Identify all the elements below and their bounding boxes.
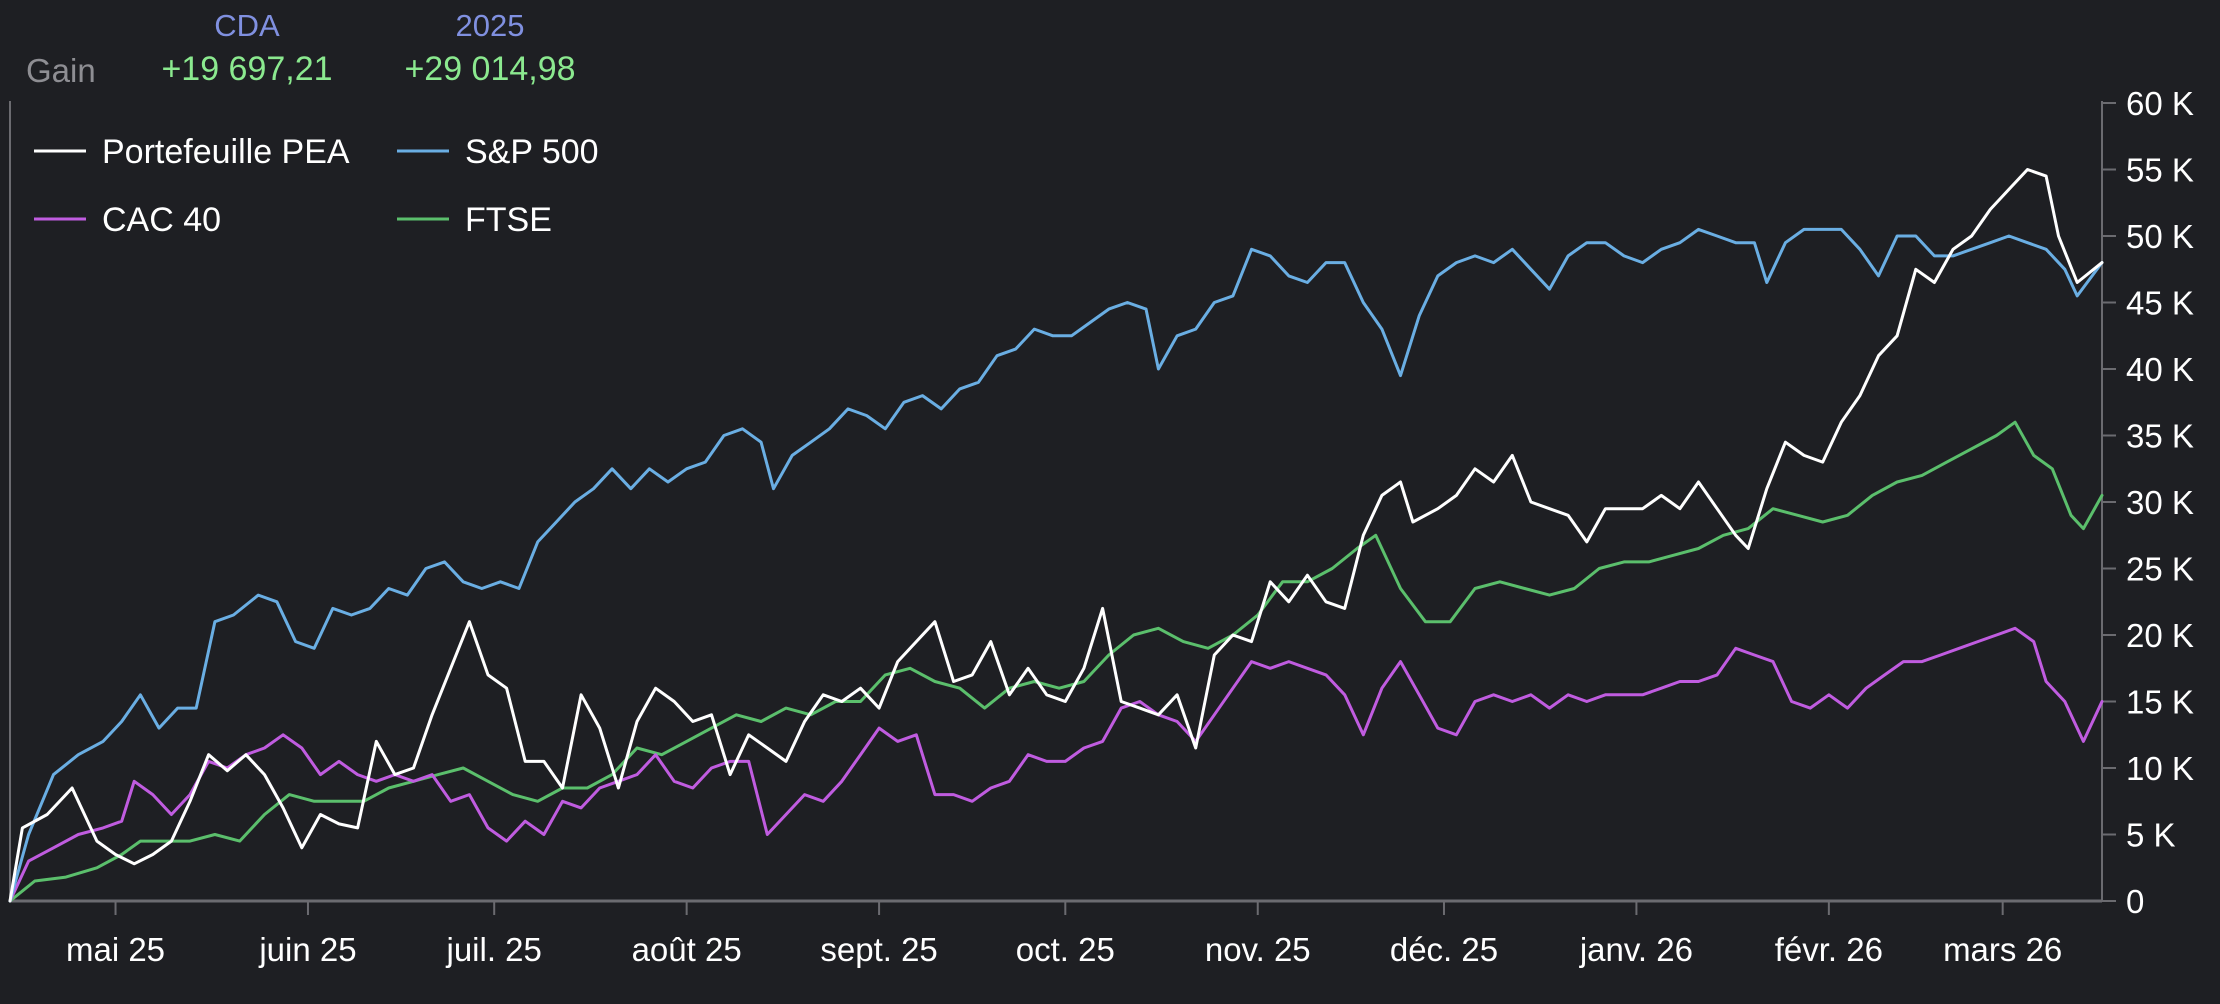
summary-panel: CDA 2025 Gain +19 697,21 +29 014,98 bbox=[0, 0, 700, 100]
y-tick-label: 30 K bbox=[2126, 484, 2194, 521]
x-tick-label: nov. 25 bbox=[1205, 931, 1311, 968]
series-line-cac-40 bbox=[8, 626, 2104, 903]
y-tick-label: 55 K bbox=[2126, 152, 2194, 189]
x-tick-label: déc. 25 bbox=[1390, 931, 1498, 968]
x-tick-label: juin 25 bbox=[258, 931, 356, 968]
gain-value-cda: +19 697,21 bbox=[161, 50, 333, 88]
x-tick-label: févr. 26 bbox=[1775, 931, 1883, 968]
column-header-cda: CDA bbox=[214, 8, 280, 43]
y-tick-label: 35 K bbox=[2126, 418, 2194, 455]
series-line-portefeuille-pea bbox=[8, 168, 2104, 903]
x-tick-label: sept. 25 bbox=[820, 931, 937, 968]
y-tick-label: 5 K bbox=[2126, 817, 2176, 854]
y-tick-label: 60 K bbox=[2126, 85, 2194, 122]
chart-axes: 0 5 K 10 K 15 K 20 K 25 K 30 K 35 K 40 K 45 K 50 K… bbox=[9, 85, 2194, 968]
legend-label: FTSE bbox=[465, 201, 552, 239]
y-tick-label: 20 K bbox=[2126, 617, 2194, 654]
x-tick-label: mars 26 bbox=[1943, 931, 2062, 968]
y-tick-label: 40 K bbox=[2126, 351, 2194, 388]
y-tick-label: 25 K bbox=[2126, 551, 2194, 588]
legend-label: CAC 40 bbox=[102, 201, 221, 239]
series-line-ftse bbox=[8, 420, 2104, 903]
x-tick-label: août 25 bbox=[632, 931, 742, 968]
x-tick-label: juil. 25 bbox=[446, 931, 542, 968]
gain-row-label: Gain bbox=[26, 52, 96, 89]
series-line-s-p-500 bbox=[8, 227, 2104, 903]
y-tick-label: 15 K bbox=[2126, 684, 2194, 721]
gain-value-2025: +29 014,98 bbox=[404, 50, 576, 88]
y-tick-label: 0 bbox=[2126, 883, 2144, 920]
y-tick-label: 10 K bbox=[2126, 750, 2194, 787]
x-tick-label: oct. 25 bbox=[1016, 931, 1115, 968]
legend-label: Portefeuille PEA bbox=[102, 133, 350, 171]
y-tick-label: 45 K bbox=[2126, 285, 2194, 322]
x-tick-label: janv. 26 bbox=[1579, 931, 1693, 968]
y-tick-label: 50 K bbox=[2126, 218, 2194, 255]
series-layer bbox=[8, 168, 2104, 903]
chart-legend: Portefeuille PEA S&P 500 CAC 40 FTSE bbox=[34, 133, 599, 239]
legend-label: S&P 500 bbox=[465, 133, 599, 171]
column-header-2025: 2025 bbox=[455, 8, 525, 43]
x-tick-label: mai 25 bbox=[66, 931, 165, 968]
